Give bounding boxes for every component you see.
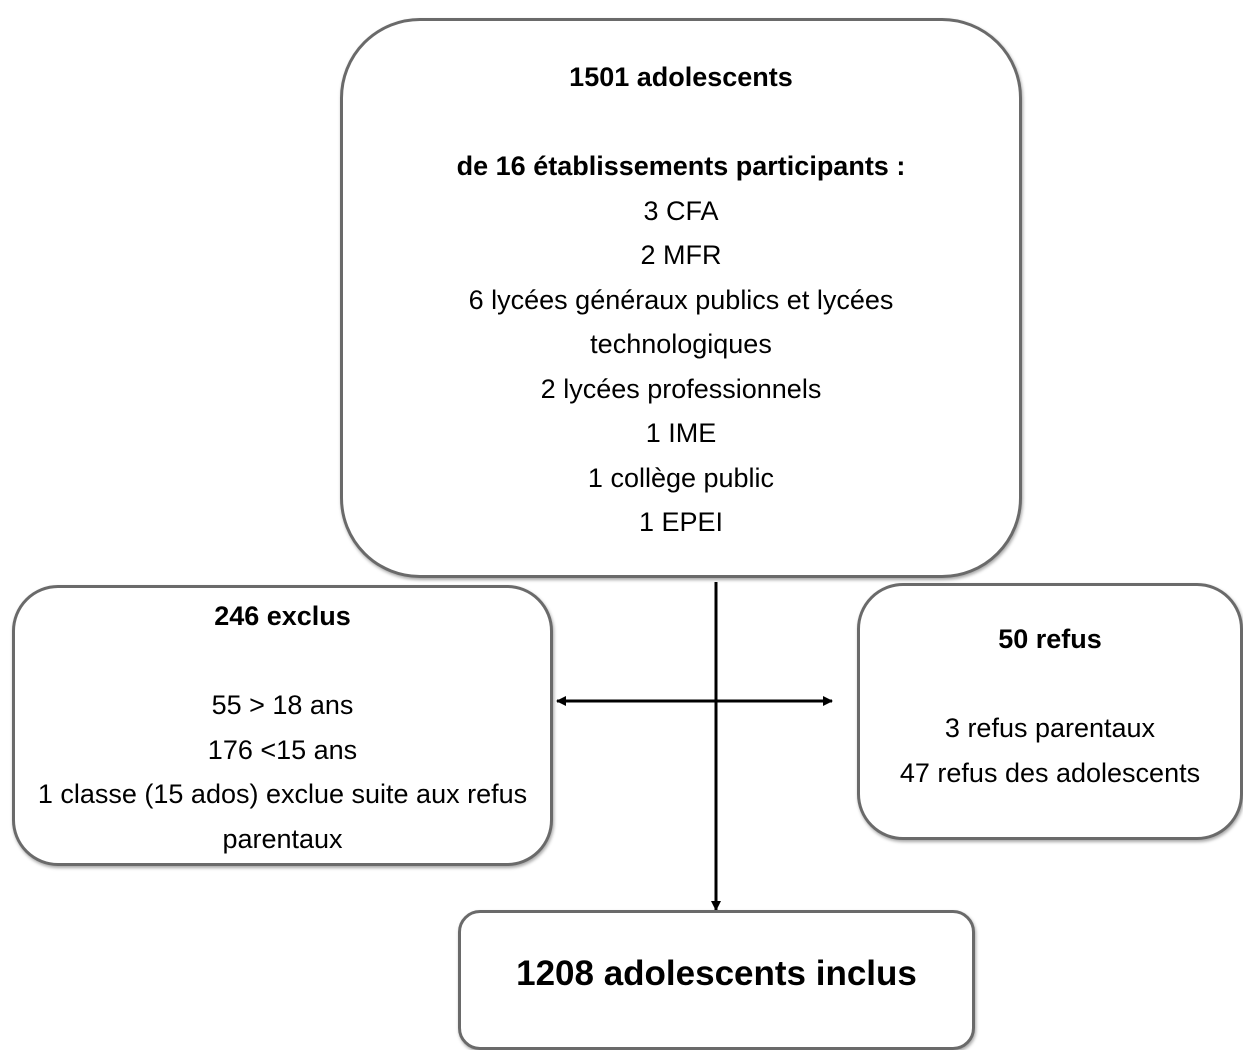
node-line: 2 lycées professionnels (540, 373, 822, 404)
node-lines: 55 > 18 ans 176 <15 ans 1 classe (15 ados)… (15, 683, 550, 861)
node-line: 1 collège public (587, 462, 775, 493)
node-line: 6 lycées généraux publics et lycées tech… (468, 284, 894, 360)
node-line: 3 refus parentaux (944, 713, 1156, 743)
spacer (860, 662, 1240, 707)
node-line: 3 CFA (643, 195, 719, 226)
node-line: 55 > 18 ans (211, 690, 354, 720)
node-line: 2 MFR (640, 240, 722, 270)
node-title: 1501 adolescents (569, 62, 793, 92)
node-lines: 3 refus parentaux 47 refus des adolescent… (860, 706, 1240, 795)
node-title: 1208 adolescents inclus (516, 954, 917, 993)
node-title: 246 exclus (214, 601, 351, 631)
node-source: 1501 adolescents de 16 établissements pa… (340, 18, 1022, 578)
node-line: 1 classe (15 ados) exclue suite aux refu… (37, 779, 528, 854)
spacer (343, 100, 1019, 145)
node-excluded: 246 exclus 55 > 18 ans 176 <15 ans 1 class… (12, 585, 553, 866)
node-line: 1 EPEI (638, 507, 724, 537)
node-subtitle: de 16 établissements participants : (456, 151, 906, 181)
node-lines: 3 CFA 2 MFR 6 lycées généraux publics et l… (343, 189, 1019, 545)
node-line: 1 IME (645, 418, 717, 448)
node-included: 1208 adolescents inclus (458, 910, 975, 1050)
spacer (15, 639, 550, 684)
node-title: 50 refus (998, 624, 1102, 654)
node-refused: 50 refus 3 refus parentaux 47 refus des a… (857, 583, 1243, 840)
node-line: 176 <15 ans (207, 734, 358, 765)
node-line: 47 refus des adolescents (899, 757, 1201, 788)
